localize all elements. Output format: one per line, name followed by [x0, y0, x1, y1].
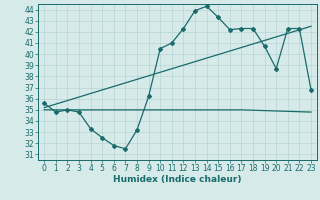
X-axis label: Humidex (Indice chaleur): Humidex (Indice chaleur) [113, 175, 242, 184]
